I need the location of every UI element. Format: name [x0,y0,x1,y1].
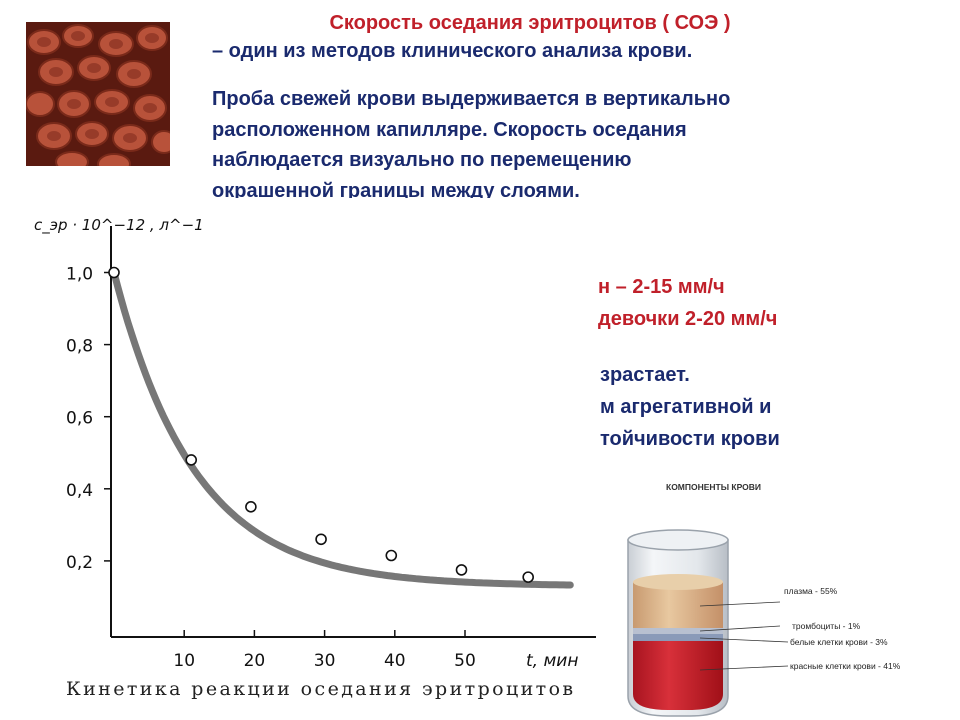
description-line: Проба свежей крови выдерживается в верти… [212,88,731,110]
white-cells-layer [633,634,723,641]
x-tick-label: 50 [454,651,476,671]
y-tick-label: 1,0 [66,265,93,285]
erythrocyte-sedimentation-chart: 1,0 0,8 0,6 0,4 0,2 10 20 30 40 50 c_эр · 10^−12 ,… [34,216,596,671]
red-cells-layer [633,641,723,710]
x-axis-label: t, мин [526,651,578,671]
description-line: расположенном капилляре. Скорость оседан… [212,118,687,141]
x-tick-label: 10 [173,651,195,671]
y-tick-label: 0,2 [66,553,93,573]
y-tick-label: 0,6 [66,409,93,429]
series-line [110,269,574,589]
platelets-layer [633,628,723,634]
plasma-layer [633,582,723,628]
y-tick-label: 0,8 [66,337,93,357]
note-line: тойчивости крови [600,428,780,450]
description-line: окрашенной границы между слоями. [212,179,580,202]
data-point [522,571,534,583]
page-subtitle: – один из методов клинического анализа к… [212,40,693,62]
data-point [185,454,198,466]
note-line: зрастает. [600,364,690,386]
norm-men: н – 2-15 мм/ч [598,276,725,298]
image-overlap-strip [0,198,960,204]
data-point [245,501,257,513]
description-paragraph: Проба свежей крови выдерживается в верти… [212,84,912,206]
x-tick-label: 30 [314,651,336,671]
label-white-cells: белые клетки крови - 3% [790,637,888,647]
components-title: КОМПОНЕНТЫ КРОВИ [666,482,762,492]
blood-components-beaker [627,529,789,717]
data-point [385,549,398,562]
data-point [315,533,327,546]
y-tick-label: 0,4 [66,481,93,501]
red-blood-cells-image [26,22,170,166]
label-red-cells: красные клетки крови - 41% [790,661,901,671]
x-tick-label: 40 [384,651,406,671]
chart-caption: Кинетика реакции оседания эритроцитов [66,678,576,700]
label-plasma: плазма - 55% [784,586,838,596]
description-line: наблюдается визуально по перемещению [212,149,632,171]
data-point [108,266,120,279]
norm-girls: девочки 2-20 мм/ч [598,308,778,330]
y-axis-label: c_эр · 10^−12 , л^−1 [34,216,204,235]
data-point [455,564,468,576]
label-platelets: тромбоциты - 1% [792,621,861,631]
note-line: м агрегативной и [600,396,772,418]
page-title: Скорость оседания эритроцитов ( СОЭ ) [329,12,731,34]
x-tick-label: 20 [244,651,266,671]
